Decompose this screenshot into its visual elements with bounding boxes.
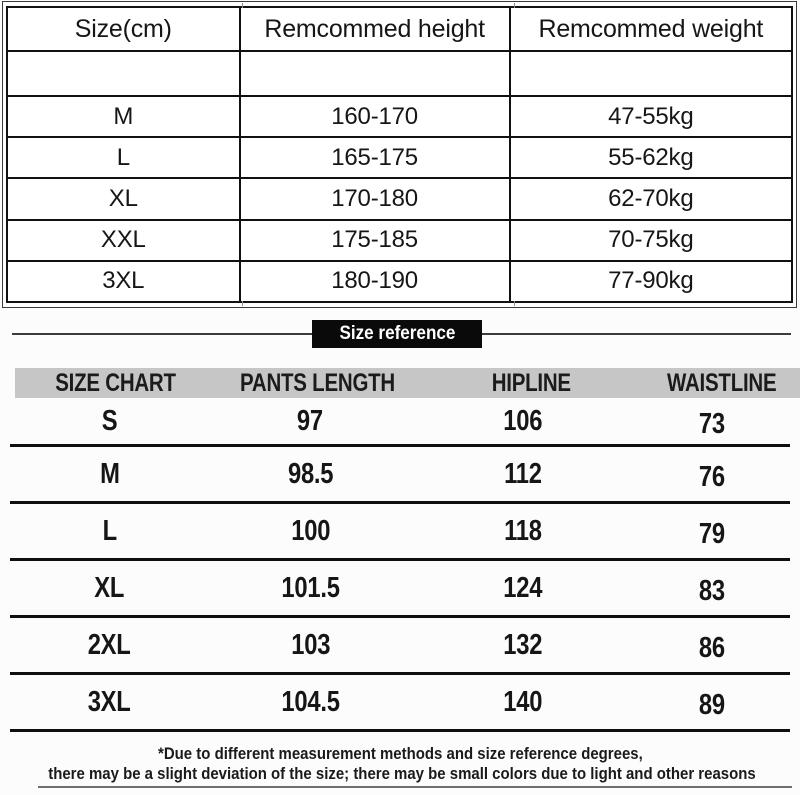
banner-label: Size reference (339, 323, 455, 344)
size-table-row: 3XL 180-190 77-90kg (8, 259, 791, 302)
measurement-row: S 97 106 73 (10, 398, 790, 447)
size-cell: 2XL (88, 628, 131, 661)
measurement-table-header-band: SIZE CHART PANTS LENGTH HIPLINE WAISTLIN… (15, 368, 800, 398)
size-table-header-weight: Remcommed weight (538, 14, 764, 43)
weight-cell: 47-55kg (608, 102, 694, 130)
size-table-header-size: Size(cm) (8, 8, 241, 50)
waistline-cell: 79 (698, 517, 725, 550)
header-pants-length: PANTS LENGTH (239, 368, 395, 397)
size-cell: L (102, 514, 117, 547)
size-table-row: L 165-175 55-62kg (8, 136, 791, 178)
size-cell: L (8, 138, 241, 178)
height-cell: 165-175 (241, 138, 511, 178)
size-table: Size(cm) Remcommed height Remcommed weig… (6, 6, 793, 303)
height-cell: 170-180 (241, 179, 511, 219)
waistline-cell: 86 (698, 631, 725, 664)
bottom-divider-line (38, 786, 792, 788)
weight-cell: 70-75kg (608, 226, 694, 254)
hipline-cell: 112 (504, 457, 542, 490)
gridline-stub (242, 3, 243, 8)
size-cell: XL (94, 571, 125, 604)
gridline-stub (242, 301, 243, 306)
measurement-row: L 100 118 79 (10, 504, 790, 561)
header-hipline: HIPLINE (491, 368, 571, 397)
empty-cell (241, 52, 511, 95)
weight-cell: 62-70kg (608, 185, 694, 212)
size-table-header-height: Remcommed height (241, 8, 511, 50)
measurement-row: 3XL 104.5 140 89 (10, 675, 790, 732)
empty-cell (8, 52, 241, 95)
weight-cell: 77-90kg (608, 267, 694, 295)
pants-length-cell: 101.5 (281, 571, 340, 604)
hipline-cell: 118 (504, 514, 542, 547)
size-table-row: XXL 175-185 70-75kg (8, 218, 791, 260)
measurement-row: 2XL 103 132 86 (10, 618, 790, 675)
header-waistline: WAISTLINE (666, 368, 777, 397)
size-cell: S (101, 404, 118, 437)
disclaimer-line-1: *Due to different measurement methods an… (157, 744, 643, 763)
measurement-table: SIZE CHART PANTS LENGTH HIPLINE WAISTLIN… (0, 368, 800, 732)
size-table-row: XL 170-180 62-70kg (8, 177, 791, 219)
waistline-cell: 73 (698, 407, 725, 440)
height-cell: 175-185 (241, 220, 511, 260)
size-cell: M (8, 97, 241, 137)
size-cell: XXL (8, 220, 241, 260)
waistline-cell: 83 (698, 574, 725, 607)
size-cell: M (99, 457, 120, 490)
height-cell: 180-190 (241, 261, 511, 302)
disclaimer-line-2: there may be a slight deviation of the s… (48, 764, 756, 783)
waistline-cell: 89 (698, 688, 725, 721)
pants-length-cell: 98.5 (287, 457, 334, 490)
measurement-row: XL 101.5 124 83 (10, 561, 790, 618)
gridline-stub (514, 301, 515, 306)
empty-cell (511, 52, 791, 95)
gridline-stub (514, 3, 515, 8)
size-table-header-row: Size(cm) Remcommed height Remcommed weig… (8, 8, 791, 50)
size-table-frame: Size(cm) Remcommed height Remcommed weig… (2, 1, 797, 308)
height-cell: 160-170 (241, 97, 511, 137)
hipline-cell: 140 (503, 685, 543, 718)
hipline-cell: 124 (503, 571, 543, 604)
hipline-cell: 106 (503, 404, 543, 437)
waistline-cell: 76 (698, 460, 725, 493)
pants-length-cell: 100 (290, 514, 330, 547)
size-cell: XL (8, 179, 241, 219)
size-table-row: M 160-170 47-55kg (8, 95, 791, 137)
header-size-chart: SIZE CHART (54, 368, 176, 397)
pants-length-cell: 103 (290, 628, 330, 661)
pants-length-cell: 97 (297, 404, 324, 437)
size-cell: 3XL (88, 685, 131, 718)
size-table-spacer-row (8, 50, 791, 95)
disclaimer-note: *Due to different measurement methods an… (0, 744, 800, 784)
weight-cell: 55-62kg (608, 143, 694, 171)
size-cell: 3XL (8, 261, 241, 302)
measurement-table-body: S 97 106 73 M 98.5 112 76 L 100 118 79 X… (10, 398, 790, 732)
hipline-cell: 132 (503, 628, 543, 661)
pants-length-cell: 104.5 (281, 685, 340, 718)
size-reference-banner: Size reference (312, 320, 482, 348)
measurement-row: M 98.5 112 76 (10, 447, 790, 504)
